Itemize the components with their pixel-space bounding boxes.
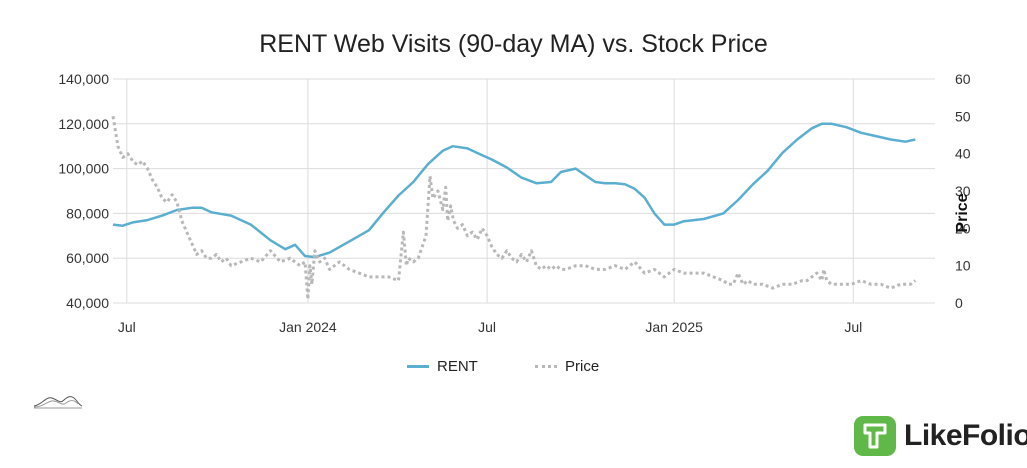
y-tick-label: 40,000 (66, 295, 109, 311)
y2-tick-label: 10 (955, 258, 971, 274)
legend-item-rent[interactable]: RENT (407, 358, 478, 375)
y-axis-left: 40,000 60,000 80,000 100,000 120,000 140,000 (58, 71, 109, 311)
legend-swatch-rent (407, 365, 429, 368)
y-axis-right: 0 10 20 30 40 50 60 (955, 71, 971, 311)
likefolio-logo: LikeFolio (854, 416, 1027, 456)
grid (113, 78, 935, 304)
likefolio-logo-text: LikeFolio (904, 419, 1027, 452)
y-tick-label: 120,000 (58, 116, 109, 132)
x-tick-label: Jul (118, 319, 136, 335)
chart-title: RENT Web Visits (90-day MA) vs. Stock Pr… (259, 30, 768, 58)
y2-axis-label: Price (954, 193, 971, 232)
legend-label-price: Price (565, 358, 600, 375)
legend-item-price[interactable]: Price (535, 358, 599, 375)
y-tick-label: 60,000 (66, 250, 109, 266)
y2-tick-label: 0 (955, 295, 963, 311)
x-tick-label: Jan 2024 (279, 319, 337, 335)
series-line-rent (112, 122, 916, 259)
y-tick-label: 140,000 (58, 71, 109, 87)
legend-swatch-price (535, 365, 557, 368)
x-tick-label: Jul (844, 319, 862, 335)
series-line-price (111, 116, 917, 301)
y2-tick-label: 50 (955, 108, 971, 124)
mini-chart-icon (33, 396, 83, 409)
y-tick-label: 80,000 (66, 205, 109, 221)
legend-label-rent: RENT (437, 358, 478, 375)
y2-tick-label: 30 (955, 183, 971, 199)
x-tick-label: Jul (478, 319, 496, 335)
x-axis: Jul Jan 2024 Jul Jan 2025 Jul (118, 319, 862, 335)
y2-tick-label: 20 (955, 220, 971, 236)
y2-tick-label: 60 (955, 71, 971, 87)
y-tick-label: 100,000 (58, 161, 109, 177)
legend: RENT Price (0, 358, 1027, 378)
likefolio-logo-mark (854, 416, 896, 456)
series-group (111, 116, 917, 301)
y2-tick-label: 40 (955, 146, 971, 162)
x-tick-label: Jan 2025 (645, 319, 703, 335)
